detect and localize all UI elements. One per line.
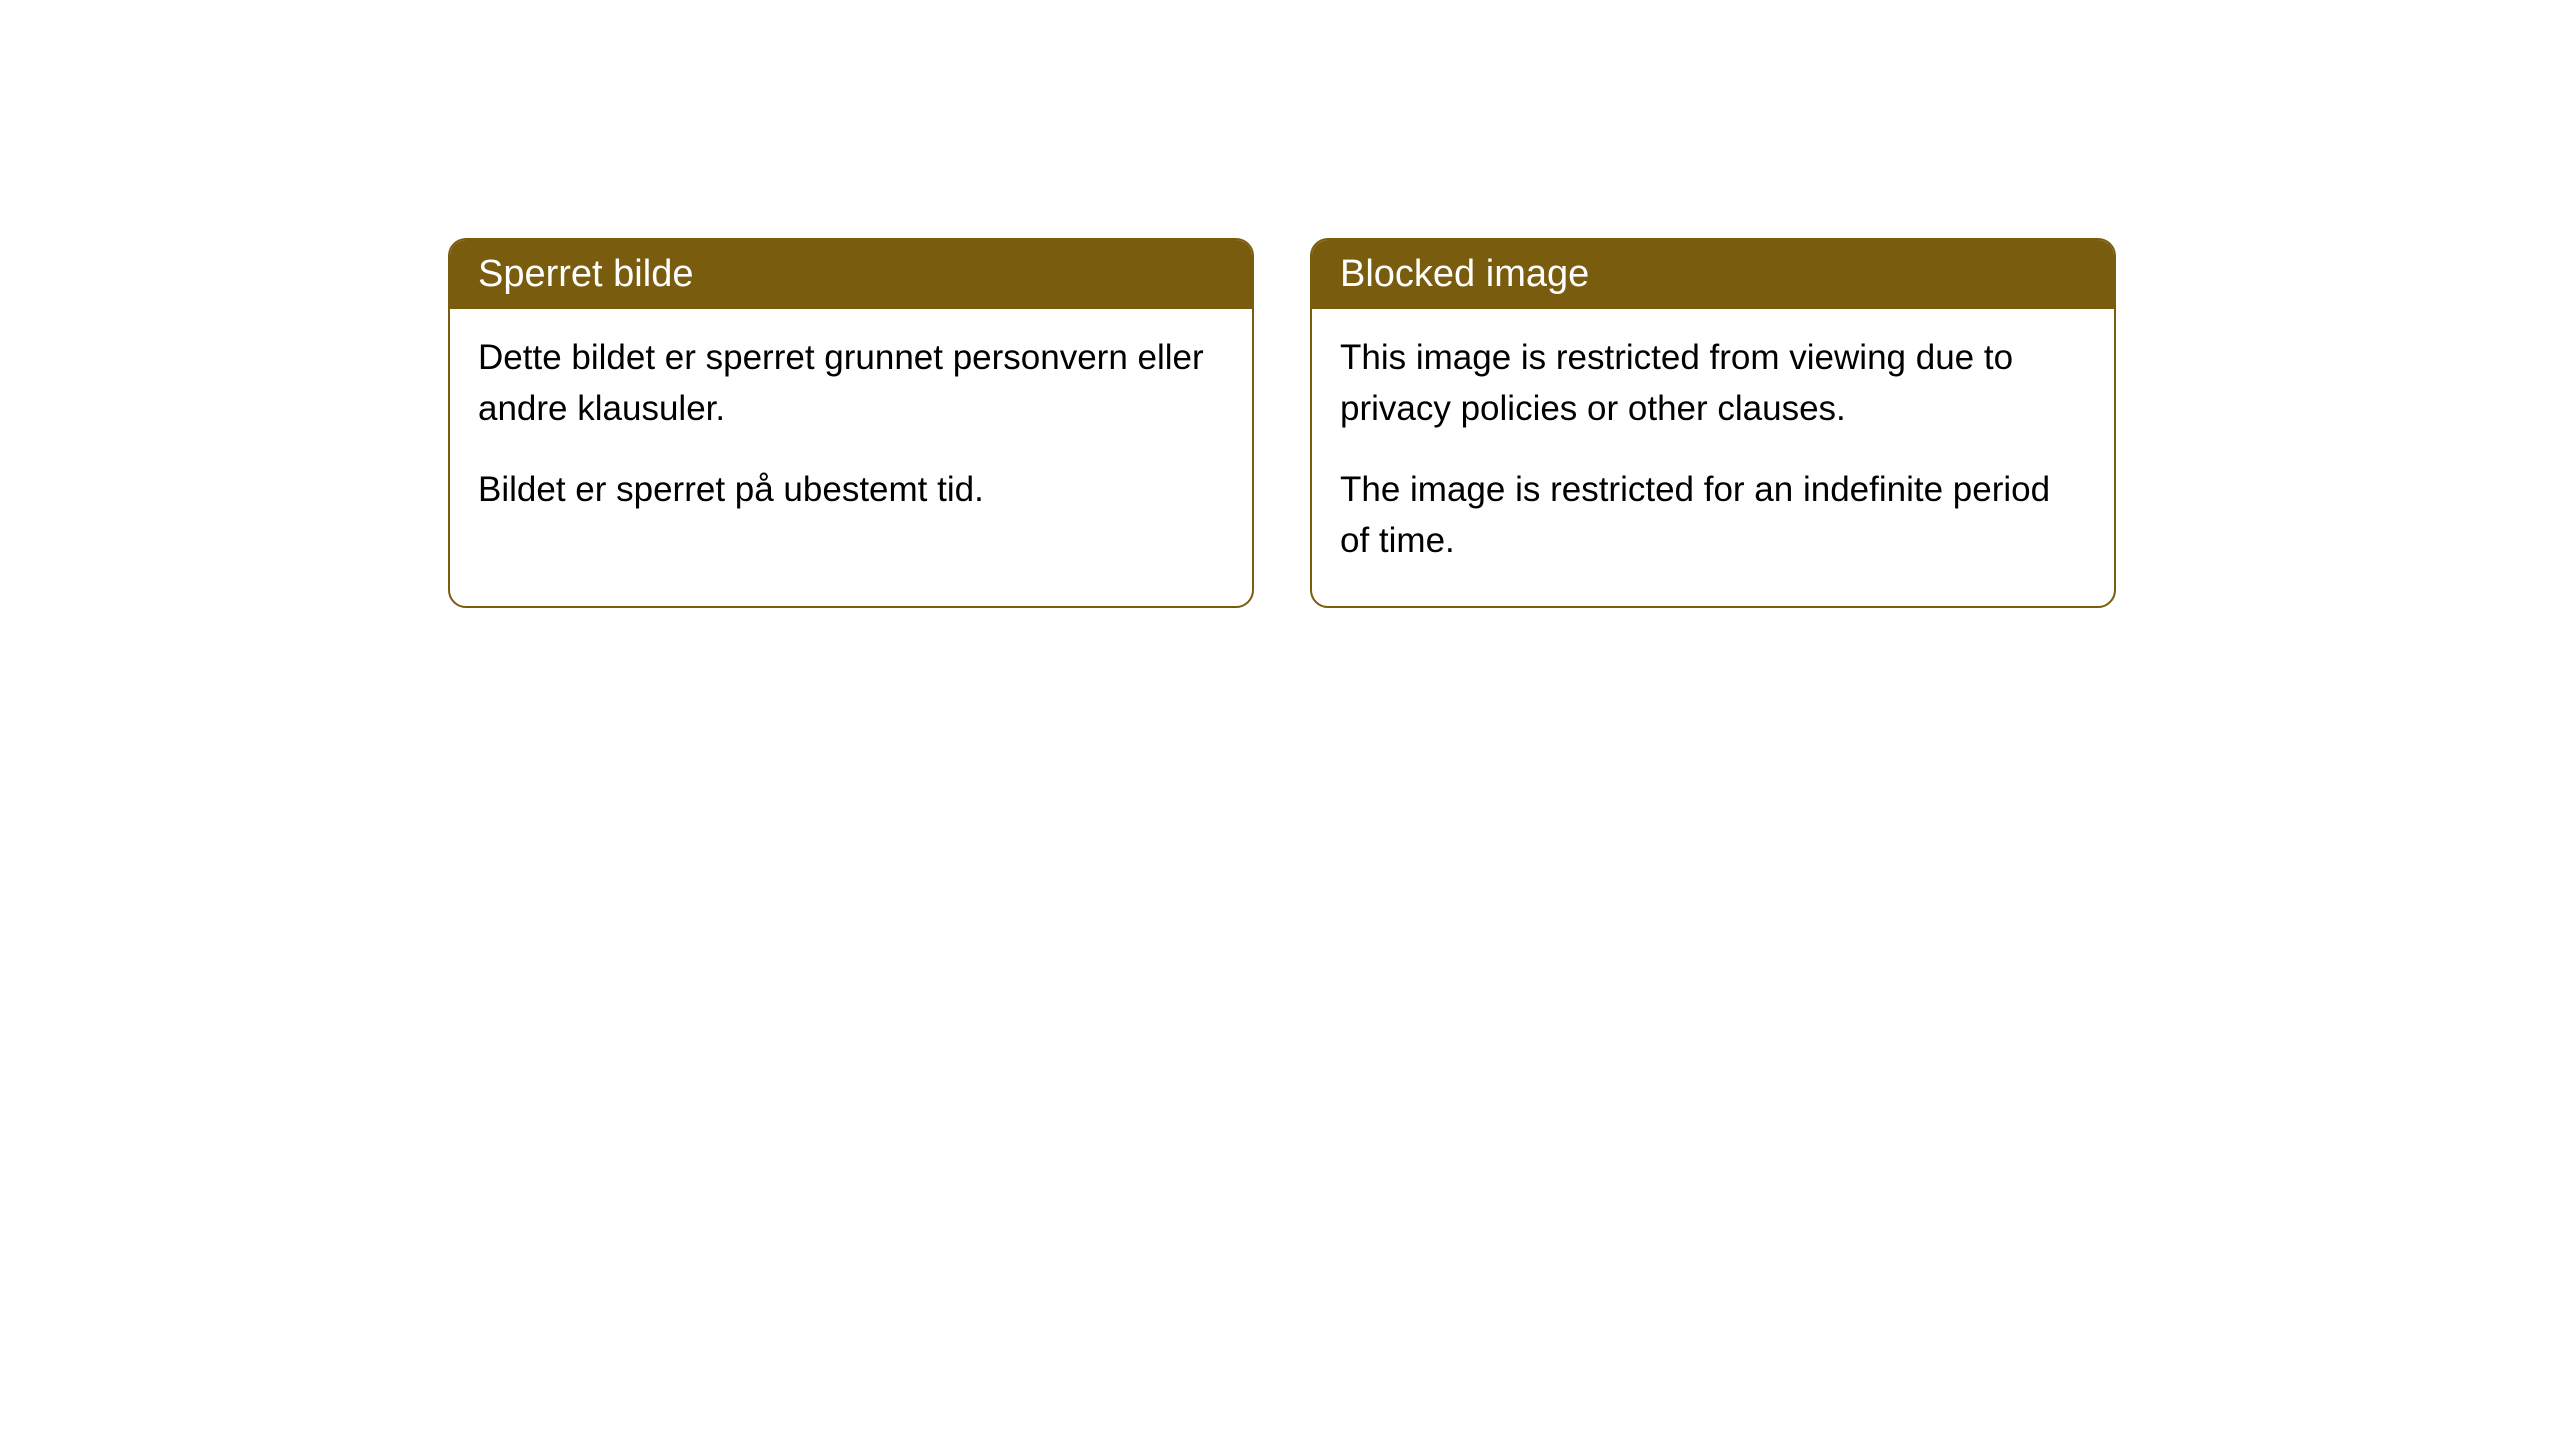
blocked-image-card-norwegian: Sperret bilde Dette bildet er sperret gr… bbox=[448, 238, 1254, 608]
notice-container: Sperret bilde Dette bildet er sperret gr… bbox=[448, 238, 2116, 608]
notice-text-1: Dette bildet er sperret grunnet personve… bbox=[478, 333, 1224, 435]
notice-text-2: Bildet er sperret på ubestemt tid. bbox=[478, 465, 1224, 516]
blocked-image-card-english: Blocked image This image is restricted f… bbox=[1310, 238, 2116, 608]
card-header: Blocked image bbox=[1312, 240, 2114, 309]
card-body: This image is restricted from viewing du… bbox=[1312, 309, 2114, 606]
notice-text-1: This image is restricted from viewing du… bbox=[1340, 333, 2086, 435]
notice-text-2: The image is restricted for an indefinit… bbox=[1340, 465, 2086, 567]
card-body: Dette bildet er sperret grunnet personve… bbox=[450, 309, 1252, 555]
card-header: Sperret bilde bbox=[450, 240, 1252, 309]
